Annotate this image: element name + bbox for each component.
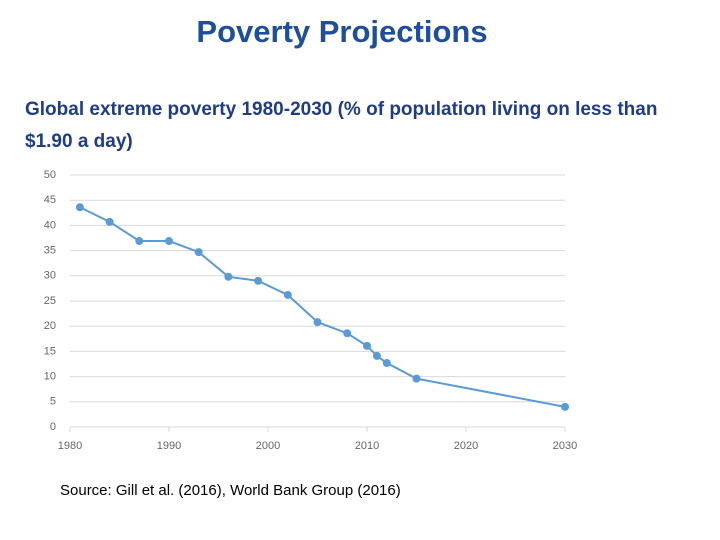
x-tick-label: 2020 [454,440,478,452]
data-point [283,290,292,299]
y-tick-label: 35 [44,245,56,257]
x-tick-label: 2030 [553,440,577,452]
y-tick-label: 30 [44,270,56,282]
data-point [135,237,144,246]
data-point [194,248,203,257]
data-point [254,276,263,285]
x-tick-label: 2010 [355,440,379,452]
data-point [105,217,114,226]
y-tick-label: 25 [44,295,56,307]
data-point [343,329,352,338]
y-tick-label: 0 [50,421,56,433]
x-tick-label: 1990 [157,440,181,452]
data-point [75,203,84,212]
data-point [313,318,322,327]
data-point [372,351,381,360]
data-point [412,374,421,383]
chart: 0 5 10 15 20 25 30 35 40 45 50 1980 1990 2000 2010 2020… [44,169,577,452]
y-tick-label: 40 [44,219,56,231]
data-point [165,237,173,246]
data-point [224,272,233,281]
data-point [382,358,391,367]
slide-title: Poverty Projections [196,14,488,49]
y-tick-label: 10 [44,371,56,383]
chart-subtitle: Global extreme poverty 1980-2030 (% of p… [25,99,658,152]
y-tick-label: 45 [44,194,56,206]
y-tick-label: 50 [44,169,56,181]
data-point [561,402,569,411]
x-tick-label: 1980 [58,440,82,452]
data-point [363,341,371,350]
y-tick-label: 5 [50,396,56,408]
y-tick-label: 20 [44,320,56,332]
source-note: Source: Gill et al. (2016), World Bank G… [60,482,401,499]
y-tick-label: 15 [44,345,56,357]
x-tick-label: 2000 [256,440,280,452]
